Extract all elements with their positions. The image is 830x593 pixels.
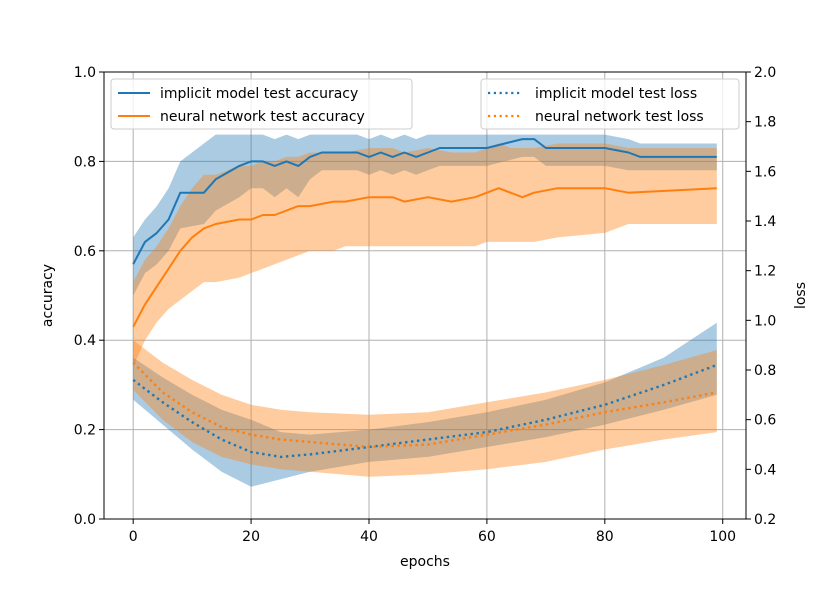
legend-box xyxy=(110,78,413,130)
y-right-tick-label: 1.2 xyxy=(754,264,776,280)
y-right-tick-label: 0.6 xyxy=(754,413,776,429)
y-right-tick-label: 1.8 xyxy=(754,115,776,131)
x-axis-label: epochs xyxy=(400,554,450,570)
axis-ticks: 0 20 40 60 80 100 0.0 0.2 0.4 0.6 0.8 1.0 0.2 0.4 0.6 0… xyxy=(74,65,777,545)
x-tick-label: 80 xyxy=(596,529,614,545)
legend-label-nn-loss: neural network test loss xyxy=(535,109,704,125)
y-right-tick-label: 0.4 xyxy=(754,462,776,478)
legend-label-implicit-loss: implicit model test loss xyxy=(535,86,697,102)
line-neural-network-test-loss xyxy=(132,361,718,449)
series-lines xyxy=(132,138,718,459)
y-left-tick-label: 0.6 xyxy=(74,244,96,260)
y-right-tick-label: 1.4 xyxy=(754,214,776,230)
y-right-tick-label: 1.0 xyxy=(754,313,776,329)
y-left-tick-label: 0.0 xyxy=(74,512,96,528)
y-right-tick-label: 1.6 xyxy=(754,164,776,180)
line-neural-network-test-accuracy xyxy=(132,187,717,328)
y-axis-left-label: accuracy xyxy=(40,264,56,327)
y-right-tick-label: 0.2 xyxy=(754,512,776,528)
x-tick-label: 40 xyxy=(360,529,378,545)
legend-loss: implicit model test loss neural network … xyxy=(480,78,740,130)
band-implicit-model-test-accuracy xyxy=(133,134,717,296)
plot-area-frame xyxy=(103,71,747,520)
band-neural-network-test-loss xyxy=(133,340,717,477)
x-tick-label: 100 xyxy=(709,529,736,545)
y-left-tick-label: 0.2 xyxy=(74,423,96,439)
y-right-tick-label: 0.8 xyxy=(754,363,776,379)
band-neural-network-test-accuracy xyxy=(133,143,717,367)
legend-label-implicit-accuracy: implicit model test accuracy xyxy=(160,86,358,102)
y-left-tick-label: 0.8 xyxy=(74,154,96,170)
confidence-bands xyxy=(133,134,717,487)
band-implicit-model-test-loss xyxy=(133,322,717,487)
x-tick-label: 0 xyxy=(129,529,138,545)
legend-label-nn-accuracy: neural network test accuracy xyxy=(160,109,365,125)
x-tick-label: 20 xyxy=(242,529,260,545)
legend-box xyxy=(480,78,740,130)
y-axis-right-label: loss xyxy=(793,282,809,309)
y-right-tick-label: 2.0 xyxy=(754,65,776,81)
line-implicit-model-test-accuracy xyxy=(132,138,717,265)
line-implicit-model-test-loss xyxy=(132,363,718,459)
legend-accuracy: implicit model test accuracy neural netw… xyxy=(110,78,413,130)
y-left-tick-label: 0.4 xyxy=(74,333,96,349)
y-left-tick-label: 1.0 xyxy=(74,65,96,81)
x-tick-label: 60 xyxy=(478,529,496,545)
